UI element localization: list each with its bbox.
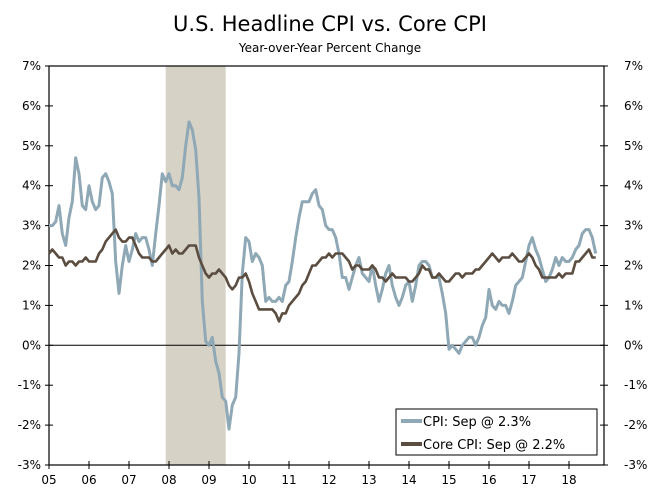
recession-shading: [165, 66, 226, 465]
y-tick-label-left: -3%: [18, 458, 41, 472]
y-tick-label-right: 4%: [624, 179, 643, 193]
y-tick-label-left: 5%: [22, 139, 41, 153]
x-tick-label: 13: [361, 473, 376, 487]
y-tick-label-left: 7%: [22, 59, 41, 73]
y-tick-label-left: 6%: [22, 99, 41, 113]
x-tick-label: 07: [121, 473, 136, 487]
legend-label-cpi: CPI: Sep @ 2.3%: [423, 415, 531, 430]
y-tick-label-right: 5%: [624, 139, 643, 153]
y-tick-label-right: -3%: [624, 458, 647, 472]
legend-box: [395, 408, 598, 456]
y-tick-label-right: 2%: [624, 259, 643, 273]
y-tick-label-left: 3%: [22, 219, 41, 233]
y-tick-label-left: 1%: [22, 298, 41, 312]
y-tick-label-right: 0%: [624, 338, 643, 352]
x-tick-label: 09: [201, 473, 216, 487]
cpi-line: [49, 120, 598, 431]
x-tick-label: 17: [521, 473, 536, 487]
legend: CPI: Sep @ 2.3% Core CPI: Sep @ 2.2%: [395, 408, 598, 456]
x-tick-label: 05: [41, 473, 56, 487]
x-tick-label: 16: [481, 473, 496, 487]
y-tick-label-left: 4%: [22, 179, 41, 193]
plot-frame: [48, 65, 605, 466]
chart-title: U.S. Headline CPI vs. Core CPI: [173, 12, 487, 36]
x-tick-label: 06: [81, 473, 96, 487]
y-tick-label-left: -1%: [18, 378, 41, 392]
core-cpi-line: [47, 228, 596, 323]
x-tick-label: 10: [241, 473, 256, 487]
x-tick-label: 14: [401, 473, 416, 487]
x-tick-label: 18: [561, 473, 576, 487]
x-tick-label: 15: [441, 473, 456, 487]
y-tick-label-right: 1%: [624, 298, 643, 312]
x-tick-label: 11: [281, 473, 296, 487]
chart-subtitle: Year-over-Year Percent Change: [238, 41, 421, 55]
legend-label-core-cpi: Core CPI: Sep @ 2.2%: [423, 438, 565, 453]
y-tick-label-right: 6%: [624, 99, 643, 113]
y-tick-label-left: 0%: [22, 338, 41, 352]
x-tick-label: 08: [161, 473, 176, 487]
y-tick-label-left: 2%: [22, 259, 41, 273]
y-tick-label-right: 3%: [624, 219, 643, 233]
y-tick-label-right: -1%: [624, 378, 647, 392]
y-tick-label-right: -2%: [624, 418, 647, 432]
y-tick-label-left: -2%: [18, 418, 41, 432]
y-tick-label-right: 7%: [624, 59, 643, 73]
x-tick-label: 12: [321, 473, 336, 487]
